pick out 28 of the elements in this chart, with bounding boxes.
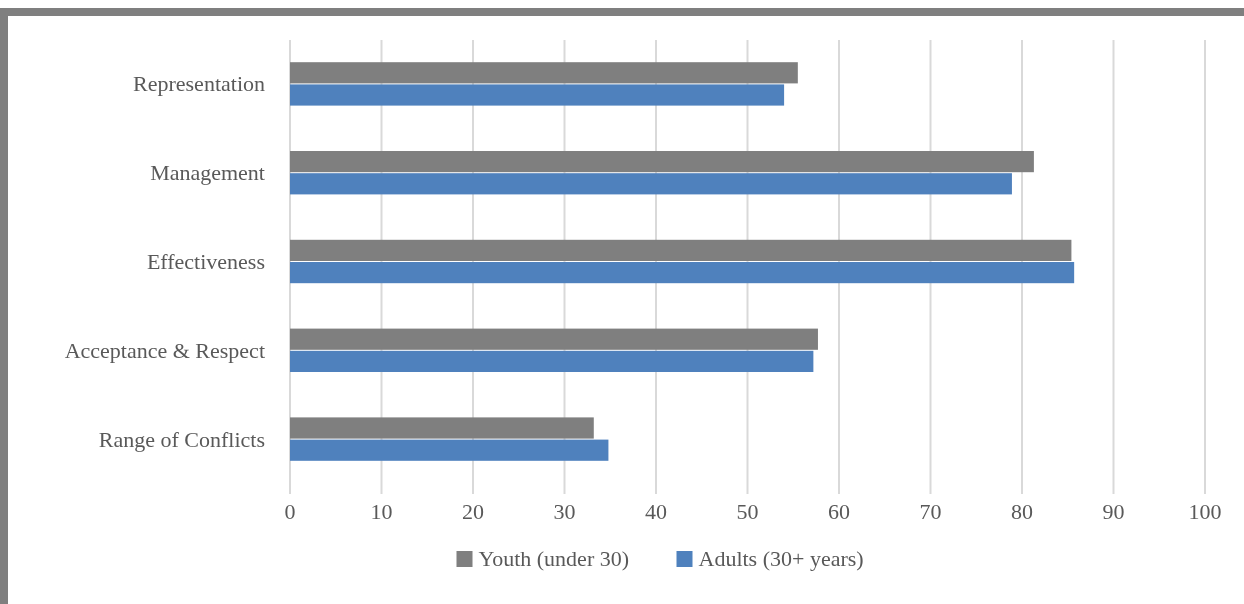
- legend-label: Adults (30+ years): [698, 546, 864, 571]
- x-tick-label: 0: [284, 499, 296, 524]
- x-tick-label: 50: [736, 499, 759, 524]
- y-tick-label: Management: [150, 160, 265, 186]
- x-tick-label: 90: [1102, 499, 1125, 524]
- bar: [290, 350, 814, 372]
- bar: [290, 239, 1072, 261]
- x-tick-label: 40: [645, 499, 667, 524]
- y-tick-label: Representation: [133, 71, 265, 97]
- y-tick-label: Range of Conflicts: [98, 426, 265, 452]
- x-tick-label: 10: [370, 499, 393, 524]
- bar: [290, 151, 1034, 173]
- bar: [290, 84, 785, 106]
- x-tick-label: 60: [828, 499, 850, 524]
- y-tick-label: Acceptance & Respect: [64, 337, 265, 363]
- x-tick-label: 20: [462, 499, 484, 524]
- bar: [290, 62, 798, 84]
- bar: [290, 417, 594, 439]
- bar: [290, 173, 1012, 195]
- x-tick-label: 30: [553, 499, 576, 524]
- x-tick-label: 100: [1188, 499, 1222, 524]
- bar: [290, 439, 609, 461]
- y-tick-label: Effectiveness: [146, 249, 265, 274]
- bar: [290, 328, 818, 350]
- x-tick-label: 70: [919, 499, 942, 524]
- legend-label: Youth (under 30): [478, 546, 630, 571]
- bar: [290, 262, 1075, 284]
- x-tick-label: 80: [1011, 499, 1033, 524]
